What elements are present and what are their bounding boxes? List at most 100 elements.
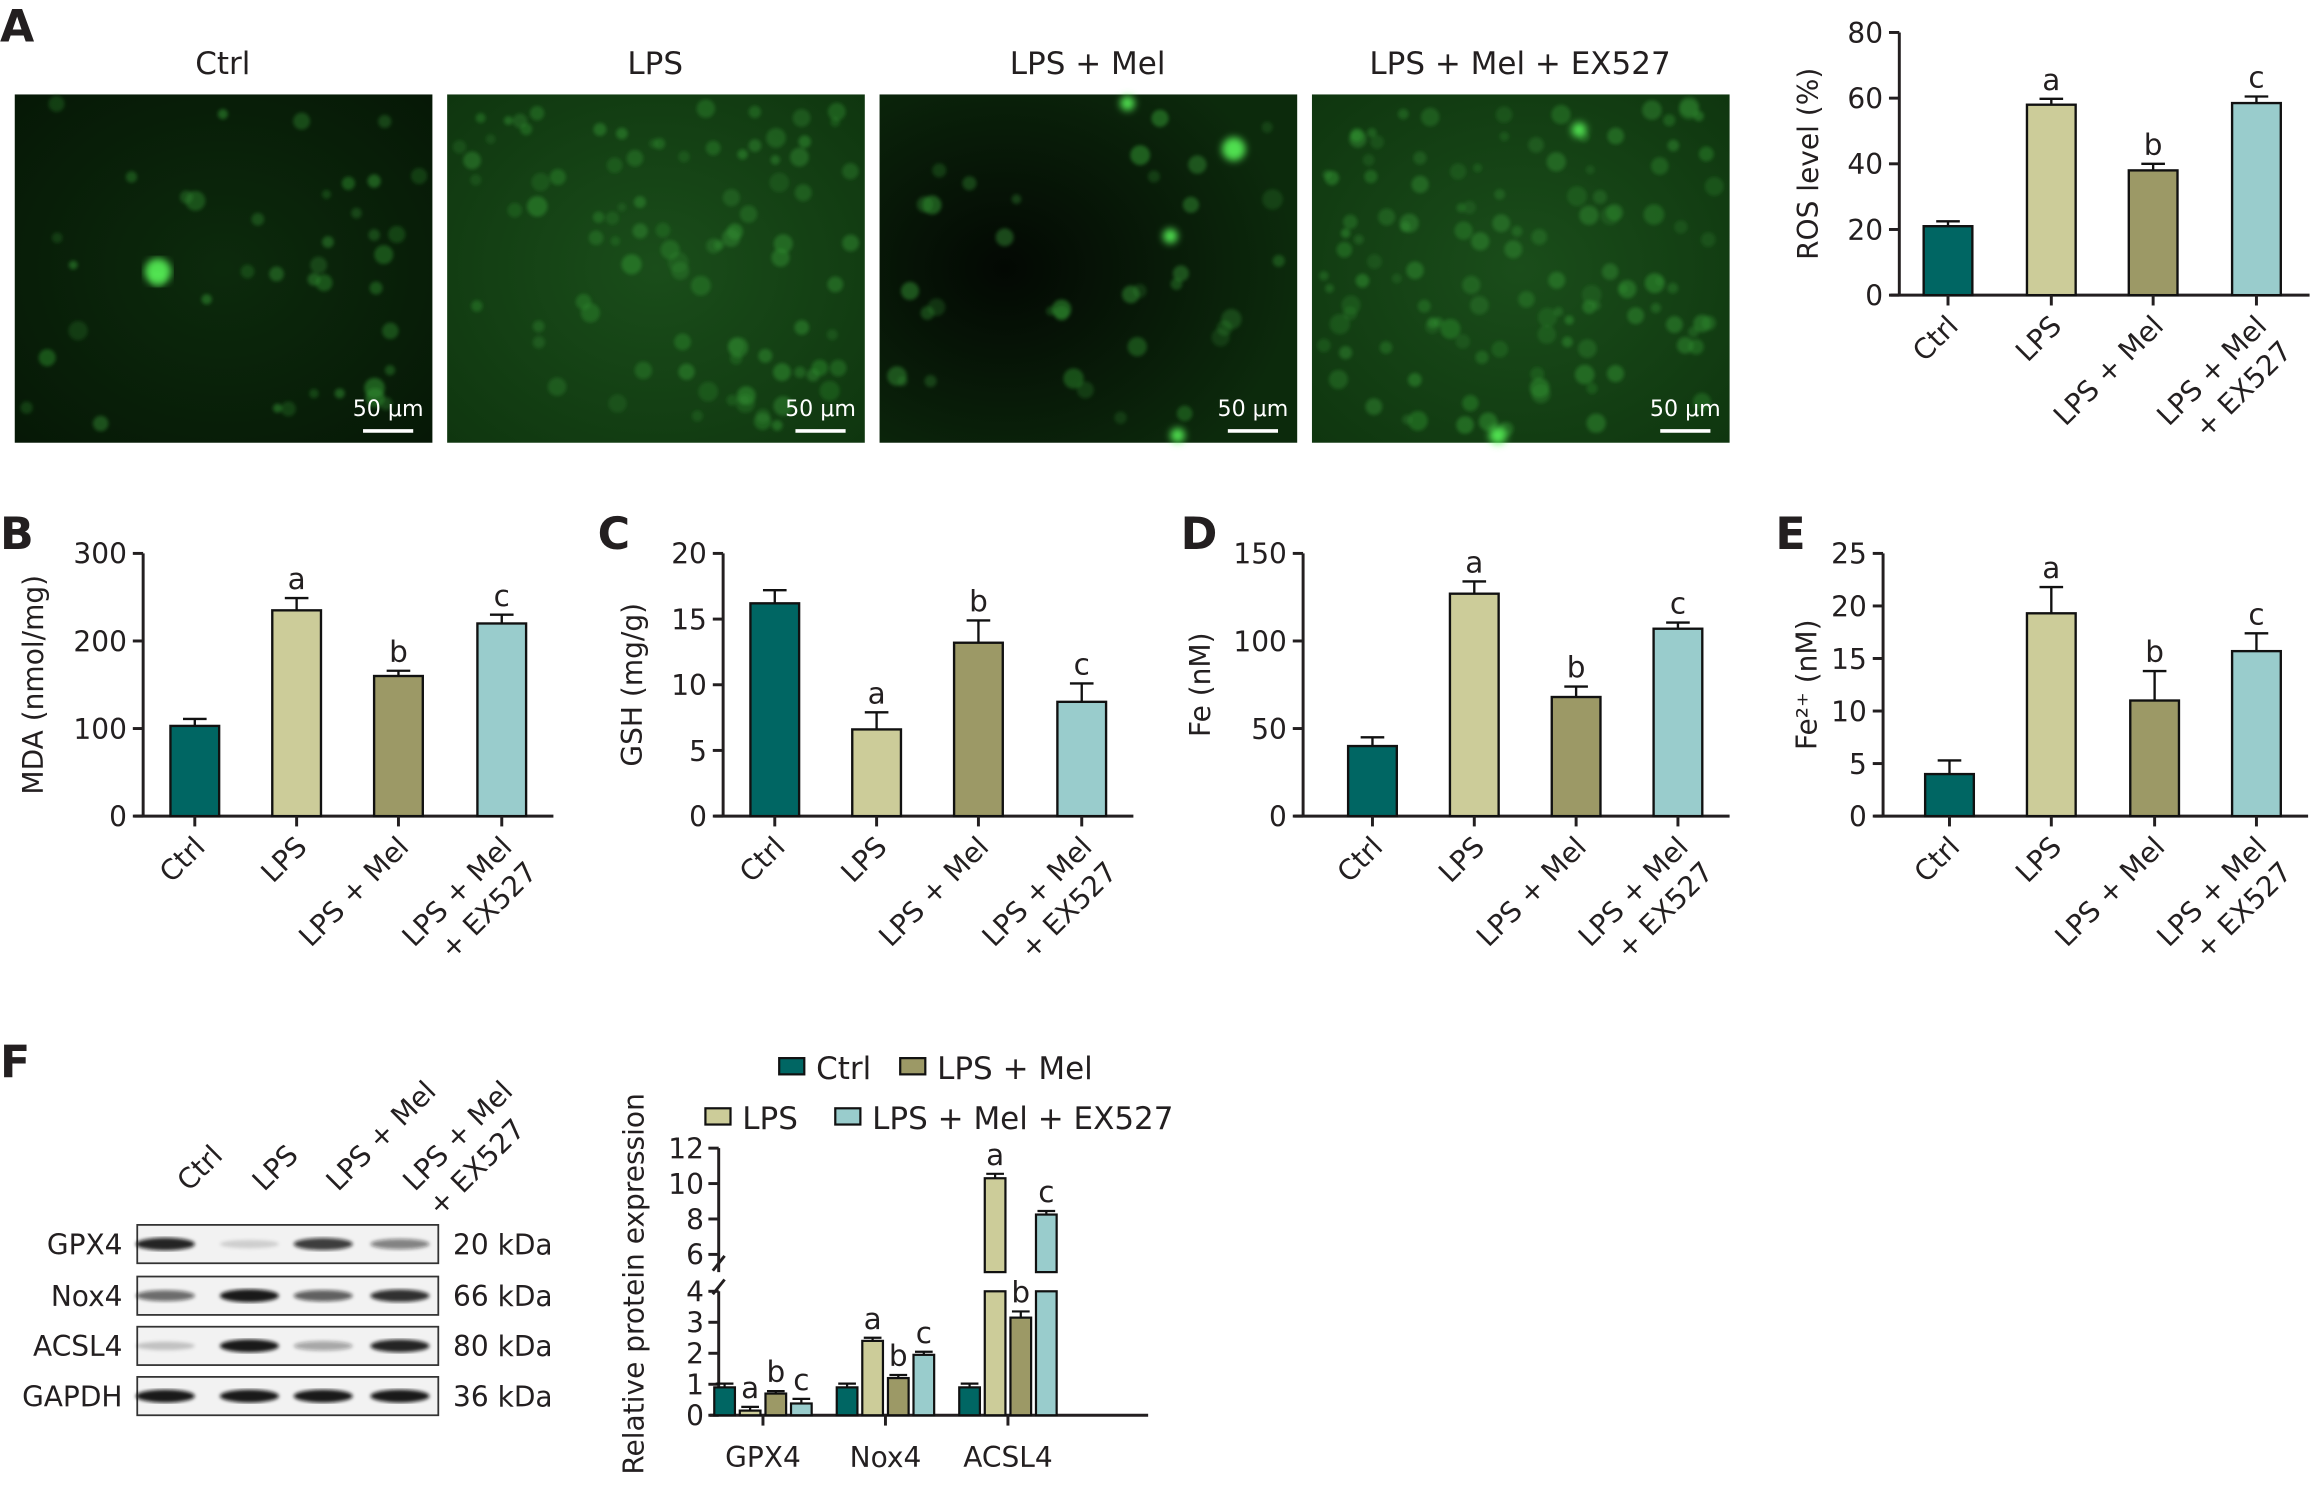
y-tick-label: 10 — [1831, 695, 1867, 728]
band — [219, 1239, 279, 1249]
x-tick-label: Ctrl — [1908, 830, 1967, 889]
y-axis-label: MDA (nmol/mg) — [17, 575, 50, 795]
panel-letter-f: F — [0, 1037, 30, 1088]
bar — [2025, 103, 2077, 297]
y-tick-label: 10 — [668, 1168, 704, 1201]
molecular-weight-label: 80 kDa — [453, 1330, 553, 1363]
axis-break-mark — [711, 1254, 726, 1272]
bar — [2129, 699, 2181, 818]
x-tick-label: Ctrl — [1906, 309, 1965, 368]
bar — [2230, 101, 2282, 297]
protein-label: Nox4 — [51, 1280, 123, 1313]
y-tick-label: 200 — [73, 625, 126, 658]
bar — [372, 674, 424, 818]
fluorescence-image — [879, 94, 1298, 443]
significance-letter: b — [766, 1355, 785, 1389]
y-tick-label: 15 — [1831, 643, 1867, 676]
y-tick-label: 5 — [1849, 748, 1867, 781]
bar — [738, 1409, 762, 1417]
lane-label: LPS — [246, 1138, 305, 1197]
panel-letter-a: A — [0, 1, 35, 52]
lane-label: Ctrl — [171, 1139, 230, 1198]
y-axis-label: ROS level (%) — [1792, 68, 1825, 260]
y-tick-label: 0 — [686, 1400, 704, 1433]
legend-item: LPS + Mel + EX527 — [834, 1101, 1173, 1137]
panel-letter-b: B — [0, 509, 34, 560]
significance-letter: a — [741, 1371, 759, 1405]
y-tick-label: 0 — [1849, 800, 1867, 833]
y-tick-label: 100 — [1233, 625, 1286, 658]
significance-letter: b — [2144, 128, 2163, 162]
x-tick-label: Ctrl — [1331, 830, 1390, 889]
significance-letter: a — [288, 562, 306, 596]
fluorescence-image — [447, 94, 865, 443]
x-tick-label: Ctrl — [153, 830, 212, 889]
y-tick-label: 300 — [73, 538, 126, 571]
band — [370, 1389, 430, 1403]
fluorescence-image — [1311, 94, 1730, 445]
bar — [1009, 1316, 1033, 1417]
protein-label: GPX4 — [47, 1228, 123, 1261]
x-tick-label: LPS — [2009, 830, 2068, 889]
bar — [2127, 169, 2179, 297]
x-tick-label: ACSL4 — [963, 1441, 1052, 1474]
x-tick-label: LPS + Mel — [292, 830, 415, 953]
y-tick-label: 0 — [689, 800, 707, 833]
band — [219, 1389, 279, 1403]
bar — [912, 1353, 936, 1417]
bar-upper-segment — [983, 1177, 1007, 1274]
y-tick-label: 1 — [686, 1369, 704, 1402]
band — [219, 1289, 279, 1303]
x-tick-label: LPS — [2009, 309, 2068, 368]
y-tick-label: 25 — [1831, 538, 1867, 571]
bar — [713, 1386, 737, 1417]
molecular-weight-label: 66 kDa — [453, 1280, 553, 1313]
bar — [271, 609, 323, 818]
bar-lower-segment — [1034, 1290, 1058, 1417]
y-tick-label: 12 — [668, 1132, 704, 1165]
y-tick-label: 20 — [1831, 590, 1867, 623]
blot-row-nox4: Nox4 66 kDa — [51, 1275, 553, 1316]
bar — [851, 728, 903, 818]
bar — [958, 1386, 982, 1417]
molecular-weight-label: 20 kDa — [453, 1228, 553, 1261]
significance-letter: a — [1465, 546, 1483, 580]
bar — [835, 1386, 859, 1417]
molecular-weight-label: 36 kDa — [453, 1380, 553, 1413]
significance-letter: b — [2145, 635, 2164, 669]
x-tick-label: GPX4 — [725, 1441, 801, 1474]
legend-label: LPS + Mel — [937, 1051, 1093, 1087]
legend-swatch — [834, 1107, 862, 1126]
y-tick-label: 150 — [1233, 538, 1286, 571]
bar-lower-segment — [983, 1290, 1007, 1417]
significance-letter: c — [2248, 597, 2264, 631]
x-tick-label: LPS — [1432, 830, 1491, 889]
legend-item: LPS — [704, 1101, 798, 1137]
blot-row-gapdh: GAPDH 36 kDa — [22, 1376, 553, 1417]
y-tick-label: 0 — [1269, 800, 1287, 833]
y-tick-label: 8 — [686, 1203, 704, 1236]
y-tick-label: 0 — [1865, 279, 1883, 312]
significance-letter: b — [969, 585, 988, 619]
bar — [1923, 772, 1976, 818]
y-tick-label: 0 — [109, 800, 127, 833]
band — [370, 1238, 430, 1250]
micrograph-title: LPS + Mel — [1010, 46, 1166, 82]
y-axis-label: Fe²⁺ (nM) — [1791, 619, 1824, 750]
bar — [1652, 627, 1704, 818]
significance-letter: c — [2248, 61, 2264, 95]
bar — [764, 1392, 788, 1417]
band — [370, 1289, 430, 1302]
band — [293, 1290, 353, 1302]
band — [135, 1341, 195, 1351]
y-tick-label: 80 — [1847, 17, 1883, 50]
y-tick-label: 60 — [1847, 82, 1883, 115]
significance-letter: b — [1011, 1276, 1030, 1310]
x-tick-label: LPS — [254, 830, 313, 889]
legend-label: Ctrl — [816, 1051, 871, 1087]
scale-bar-label: 50 μm — [785, 396, 856, 422]
